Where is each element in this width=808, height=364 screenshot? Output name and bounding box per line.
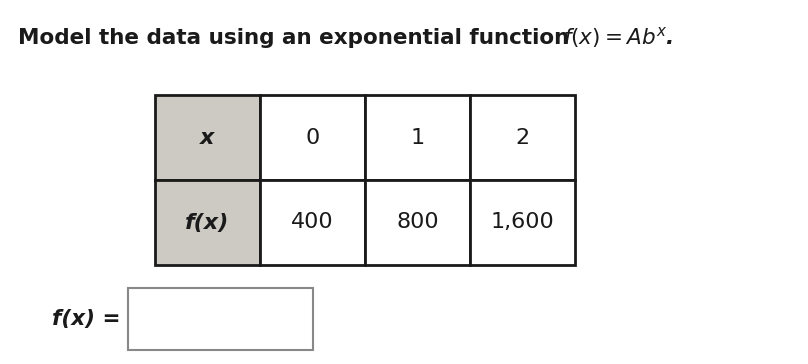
Text: Model the data using an exponential function: Model the data using an exponential func…	[18, 28, 577, 48]
Text: 1,600: 1,600	[490, 213, 554, 233]
Bar	[260, 180, 365, 265]
Bar	[128, 288, 313, 350]
Bar	[470, 180, 575, 265]
Bar	[155, 95, 260, 180]
Text: 0: 0	[305, 127, 320, 147]
Text: 1: 1	[410, 127, 424, 147]
Text: f(x) =: f(x) =	[52, 309, 120, 329]
Bar	[155, 180, 260, 265]
Text: 400: 400	[291, 213, 334, 233]
Bar	[365, 95, 470, 180]
Text: $f(x) = Ab^x$.: $f(x) = Ab^x$.	[563, 25, 673, 51]
Bar	[365, 180, 470, 265]
Bar	[470, 95, 575, 180]
Bar	[260, 95, 365, 180]
Text: x: x	[200, 127, 215, 147]
Text: f(x): f(x)	[185, 213, 229, 233]
Text: 2: 2	[516, 127, 529, 147]
Text: 800: 800	[396, 213, 439, 233]
